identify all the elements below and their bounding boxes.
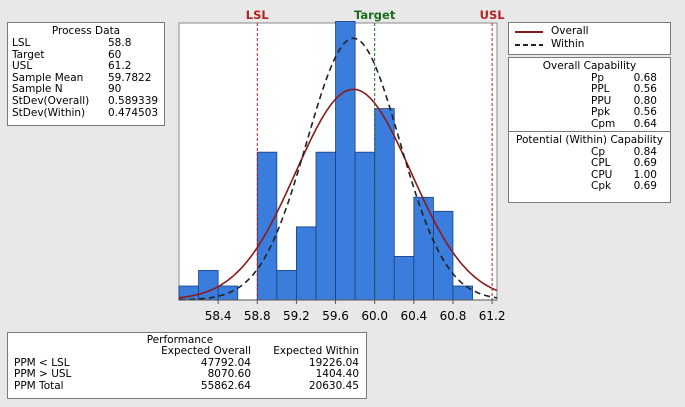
- overall-capability-row: Ppk 0.56: [509, 106, 670, 119]
- legend-item-within: Within: [515, 38, 664, 51]
- within-capability-value: 0.84: [633, 146, 657, 159]
- within-distribution-curve: [179, 37, 498, 301]
- within-capability-section: Potential (Within) Capability Cp 0.84 CPL 0…: [509, 131, 670, 194]
- within-capability-label: Cp: [591, 146, 605, 159]
- process-data-value: 61.2: [108, 60, 132, 73]
- x-tick-label: 61.2: [479, 309, 506, 323]
- expected-within-header: Expected Within: [273, 345, 359, 358]
- overall-capability-row: PPU 0.80: [509, 94, 670, 107]
- histogram-bar: [217, 285, 239, 301]
- within-capability-value: 1.00: [633, 168, 657, 181]
- legend-panel: Overall Within: [508, 22, 671, 55]
- process-data-label: Target: [12, 48, 45, 61]
- perf-overall-value: 55862.64: [200, 379, 251, 392]
- process-data-row: LSL 58.8: [12, 37, 160, 50]
- legend-within-label: Within: [551, 38, 585, 50]
- histogram-bar: [335, 21, 356, 301]
- performance-title: Performance: [146, 334, 214, 346]
- x-tick-label: 58.8: [244, 309, 271, 323]
- overall-capability-value: 0.64: [633, 117, 657, 130]
- overall-capability-section: Overall Capability Pp 0.68 PPL 0.56 PPU 0.80 P…: [509, 58, 670, 131]
- overall-capability-value: 0.80: [633, 94, 657, 107]
- within-capability-label: CPU: [591, 168, 613, 181]
- perf-within-value: 1404.40: [315, 368, 359, 381]
- process-data-value: 0.589339: [108, 94, 159, 107]
- within-line-swatch: [515, 43, 543, 46]
- perf-row-label: PPM Total: [14, 379, 64, 392]
- overall-capability-row: PPL 0.56: [509, 83, 670, 96]
- expected-overall-header: Expected Overall: [161, 345, 251, 358]
- process-data-panel: Process Data LSL 58.8 Target 60 USL 61.2 Sampl…: [7, 22, 165, 126]
- within-capability-value: 0.69: [633, 180, 657, 193]
- within-capability-row: CPU 1.00: [509, 168, 670, 181]
- within-capability-label: CPL: [591, 157, 611, 170]
- perf-within-value: 20630.45: [308, 379, 359, 392]
- capability-panel: Overall Capability Pp 0.68 PPL 0.56 PPU 0.80 P…: [508, 57, 671, 203]
- histogram-bar: [198, 270, 219, 301]
- x-tick-label: 60.4: [400, 309, 427, 323]
- within-capability-label: Cpk: [591, 180, 612, 193]
- within-capability-title: Potential (Within) Capability: [516, 134, 663, 147]
- target-label: Target: [354, 8, 396, 22]
- overall-capability-label: Pp: [591, 72, 604, 84]
- x-tick-label: 60.0: [361, 309, 388, 323]
- process-data-value: 60: [108, 48, 122, 61]
- process-data-label: LSL: [12, 37, 31, 49]
- process-data-row: Sample N 90: [12, 84, 160, 96]
- within-capability-row: CPL 0.69: [509, 157, 670, 170]
- process-data-row: Sample Mean 59.7822: [12, 71, 160, 85]
- process-data-value: 59.7822: [108, 71, 152, 84]
- lsl-label: LSL: [246, 8, 270, 22]
- process-data-row: StDev(Overall) 0.589339: [12, 94, 160, 108]
- histogram-bar: [393, 256, 415, 301]
- histogram-bar: [374, 108, 395, 301]
- histogram-bar: [256, 151, 278, 301]
- process-data-value: 90: [108, 83, 122, 96]
- perf-overall-value: 8070.60: [207, 368, 251, 381]
- overall-capability-title: Overall Capability: [542, 60, 637, 72]
- histogram-bar: [315, 151, 336, 301]
- process-data-label: Sample Mean: [12, 71, 84, 84]
- performance-panel: Performance Expected Overall Expected Wi…: [7, 332, 367, 399]
- histogram-bar: [354, 151, 376, 301]
- histogram-bar: [276, 270, 297, 301]
- perf-within-value: 19226.04: [308, 356, 359, 369]
- legend-item-overall: Overall: [515, 25, 664, 38]
- within-capability-row: Cp 0.84: [509, 146, 670, 159]
- process-data-label: StDev(Within): [12, 106, 86, 119]
- perf-row-label: PPM > USL: [14, 368, 72, 381]
- overall-capability-row: Cpm 0.64: [509, 117, 670, 130]
- x-tick-label: 59.6: [322, 309, 349, 323]
- overall-line-swatch: [515, 30, 543, 33]
- legend-overall-label: Overall: [551, 25, 589, 37]
- process-data-label: USL: [12, 60, 33, 73]
- x-tick-label: 58.4: [205, 309, 232, 323]
- overall-capability-value: 0.56: [633, 83, 657, 96]
- process-data-title: Process Data: [51, 25, 121, 37]
- perf-row-label: PPM < LSL: [14, 356, 70, 369]
- process-data-row: Target 60: [12, 48, 160, 62]
- usl-label: USL: [480, 8, 506, 22]
- overall-distribution-curve: [178, 88, 498, 299]
- process-data-value: 0.474503: [108, 106, 159, 119]
- overall-capability-label: Ppk: [591, 106, 611, 119]
- within-capability-value: 0.69: [633, 157, 657, 170]
- histogram-bar: [296, 226, 317, 301]
- x-tick-label: 60.8: [440, 309, 467, 323]
- perf-overall-value: 47792.04: [200, 356, 251, 369]
- process-data-label: Sample N: [12, 83, 63, 96]
- overall-capability-value: 0.56: [633, 106, 657, 119]
- process-data-label: StDev(Overall): [12, 94, 90, 107]
- overall-capability-row: Pp 0.68: [509, 72, 670, 84]
- process-data-value: 58.8: [108, 37, 132, 49]
- overall-capability-label: PPL: [591, 83, 610, 96]
- overall-capability-label: Cpm: [591, 117, 616, 130]
- overall-capability-label: PPU: [591, 94, 612, 107]
- process-data-row: StDev(Within) 0.474503: [12, 106, 160, 120]
- process-data-row: USL 61.2: [12, 61, 160, 73]
- within-capability-row: Cpk 0.69: [509, 180, 670, 193]
- x-tick-label: 59.2: [283, 309, 310, 323]
- overall-capability-value: 0.68: [633, 72, 657, 84]
